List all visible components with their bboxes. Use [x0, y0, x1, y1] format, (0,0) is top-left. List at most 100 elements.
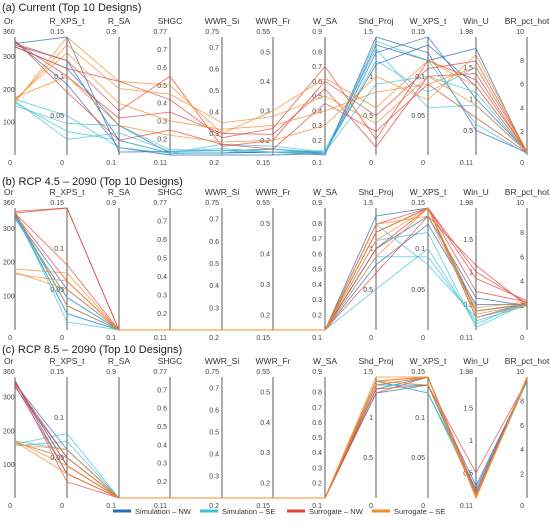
axis-max-label: 0.9	[312, 369, 322, 376]
tick-label: 200	[3, 428, 15, 435]
tick-label: 0.3	[260, 450, 270, 457]
tick-label: 1	[469, 438, 473, 445]
axis-max-label: 10	[516, 29, 524, 36]
axis-min-label: 0.1	[106, 160, 116, 167]
tick-label: 0.6	[209, 239, 219, 246]
axis-name: SHGC	[158, 16, 183, 26]
tick-label: 0.5	[157, 83, 167, 90]
axis-min-label: 0.1	[106, 503, 116, 510]
axis-name: BR_pct_hot	[505, 16, 550, 26]
axis-min-label: 0.1	[312, 335, 322, 342]
axis-min-label: 0	[8, 335, 12, 342]
axis-min-label: 0.15	[256, 160, 270, 167]
tick-label: 0.7	[312, 236, 322, 243]
tick-label: 1	[369, 415, 373, 422]
tick-label: 0.4	[312, 450, 322, 457]
axis-max-label: 0.55	[256, 200, 270, 207]
axis-name: WWR_Fr	[256, 356, 291, 366]
axis-max-label: 1.5	[363, 369, 373, 376]
axis-max-label: 0.15	[411, 200, 425, 207]
axis-max-label: 360	[3, 200, 15, 207]
axis-name: WWR_Si	[205, 356, 240, 366]
tick-label: 100	[3, 462, 15, 469]
axis-max-label: 1.5	[363, 200, 373, 207]
axis-min-label: 0.15	[256, 335, 270, 342]
tick-label: 0.3	[312, 123, 322, 130]
tick-label: 0.4	[260, 79, 270, 86]
tick-label: 0.5	[157, 255, 167, 262]
axis-max-label: 0.15	[50, 29, 64, 36]
tick-label: 0.5	[312, 94, 322, 101]
tick-label: 0.8	[312, 49, 322, 56]
tick-label: 0.5	[260, 49, 270, 56]
tick-label: 0.05	[411, 287, 425, 294]
series-line	[14, 378, 528, 499]
series-line	[14, 212, 528, 331]
axis-name: Win_U	[463, 356, 489, 366]
tick-label: 0.4	[312, 282, 322, 289]
tick-label: 200	[3, 87, 15, 94]
tick-label: 0.05	[50, 455, 64, 462]
axis-name: WWR_Fr	[256, 16, 291, 26]
tick-label: 0.5	[312, 435, 322, 442]
tick-label: 0.05	[50, 287, 64, 294]
panel-title: (a) Current (Top 10 Designs)	[2, 2, 141, 14]
panel-3: (c) RCP 8.5 – 2090 (Top 10 Designs)Or 360…	[2, 344, 550, 510]
axis-max-label: 0.75	[205, 29, 219, 36]
axis-min-label: 0	[520, 503, 524, 510]
axis-name: W_SA	[313, 187, 337, 197]
axis-min-label: 0	[421, 160, 425, 167]
tick-label: 8	[520, 230, 524, 237]
axis-name: Or	[4, 187, 14, 197]
series-line	[14, 46, 528, 152]
series-line	[14, 52, 528, 152]
axis-max-label: 0.77	[153, 200, 167, 207]
tick-label: 0.7	[209, 217, 219, 224]
tick-label: 0.5	[463, 128, 473, 135]
axis-min-label: 0	[421, 335, 425, 342]
axis-max-label: 360	[3, 29, 15, 36]
series-line	[14, 207, 528, 331]
axis-min-label: 0.1	[312, 503, 322, 510]
axis-name: W_XPS_t	[410, 16, 447, 26]
tick-label: 0.7	[312, 405, 322, 412]
panel-title: (c) RCP 8.5 – 2090 (Top 10 Designs)	[2, 344, 182, 356]
axis-min-label: 0.11	[154, 160, 167, 167]
panel-2: (b) RCP 4.5 – 2090 (Top 10 Designs)Or 360…	[2, 176, 550, 342]
axis-name: W_SA	[313, 356, 337, 366]
tick-label: 0.7	[209, 386, 219, 393]
axis-max-label: 1.5	[363, 29, 373, 36]
series-line	[14, 207, 528, 331]
tick-label: 0.2	[157, 479, 167, 486]
tick-label: 0.2	[312, 138, 322, 145]
legend-label: Surrogate – NW	[309, 507, 364, 516]
axis-max-label: 10	[516, 200, 524, 207]
tick-label: 0.4	[312, 108, 322, 115]
axis-name: Or	[4, 16, 14, 26]
tick-label: 0.4	[157, 101, 167, 108]
tick-label: 0.4	[157, 274, 167, 281]
tick-label: 0.4	[209, 110, 219, 117]
tick-label: 0.7	[157, 47, 167, 54]
axis-min-label: 0	[369, 335, 373, 342]
tick-label: 0.4	[157, 442, 167, 449]
axis-min-label: 0.11	[460, 503, 473, 510]
legend-label: Surrogate – SE	[394, 507, 445, 516]
axis-min-label: 0	[60, 160, 64, 167]
tick-label: 0.7	[209, 45, 219, 52]
tick-label: 1.5	[463, 406, 473, 413]
tick-label: 0.6	[157, 237, 167, 244]
series-line	[14, 36, 528, 153]
axis-min-label: 0.11	[460, 335, 473, 342]
tick-label: 300	[3, 226, 15, 233]
tick-label: 4	[520, 447, 524, 454]
legend: Simulation – NW Simulation – SE Surrogate …	[113, 507, 445, 516]
tick-label: 0.3	[157, 292, 167, 299]
tick-label: 0.3	[209, 474, 219, 481]
tick-label: 0.05	[50, 113, 64, 120]
series-line	[14, 207, 528, 331]
axis-max-label: 1.98	[459, 200, 473, 207]
tick-label: 0.8	[312, 390, 322, 397]
tick-label: 0.5	[312, 267, 322, 274]
